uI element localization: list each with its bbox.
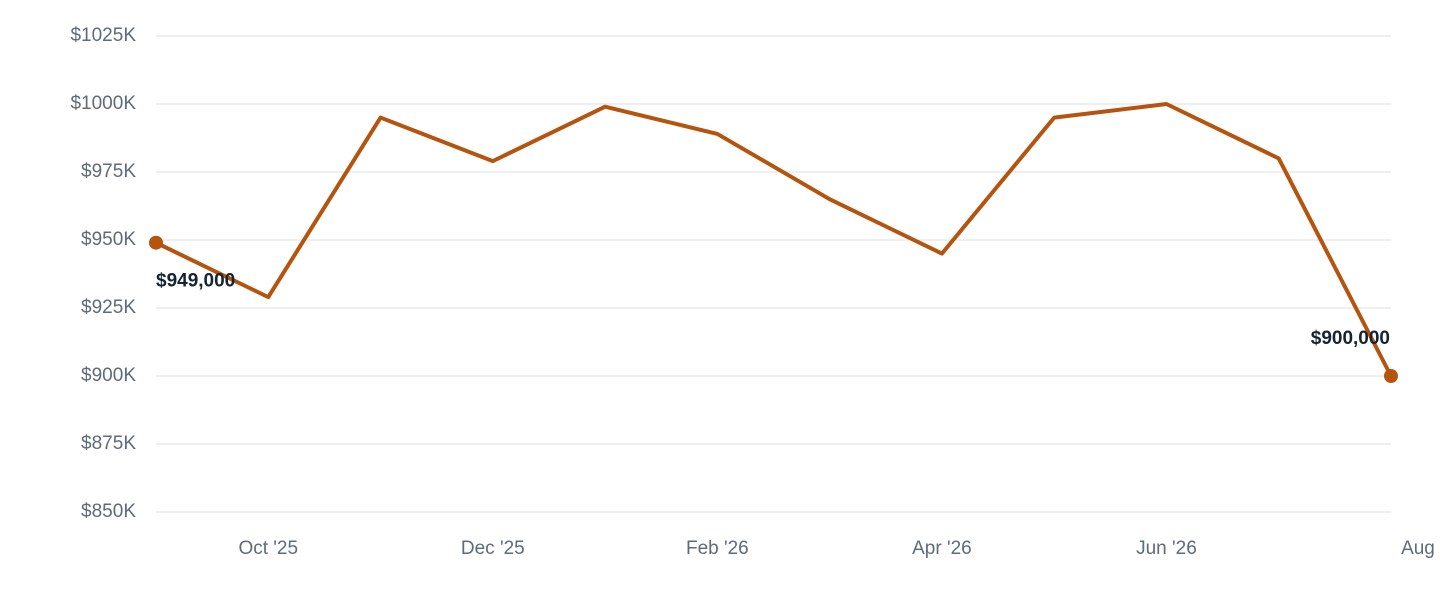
y-tick-label: $850K <box>81 501 136 522</box>
y-tick-label: $1000K <box>70 93 136 114</box>
value-label: $949,000 <box>156 271 235 292</box>
y-tick-label: $875K <box>81 433 136 454</box>
y-tick-label: $975K <box>81 161 136 182</box>
x-tick-label: Aug '26 <box>1401 538 1440 559</box>
x-tick-label: Oct '25 <box>238 538 298 559</box>
x-tick-label: Dec '25 <box>461 538 525 559</box>
line <box>155 102 1393 377</box>
y-tick-label: $925K <box>81 297 136 318</box>
point-marker <box>149 235 163 250</box>
x-tick-label: Feb '26 <box>686 538 749 559</box>
x-tick-label: Apr '26 <box>912 538 972 559</box>
point-marker <box>1384 369 1398 383</box>
value-label: $900,000 <box>1311 328 1390 349</box>
y-tick-label: $900K <box>81 365 136 386</box>
x-tick-label: Jun '26 <box>1136 538 1197 559</box>
y-tick-label: $1025K <box>70 25 136 46</box>
y-tick-label: $950K <box>81 229 136 250</box>
